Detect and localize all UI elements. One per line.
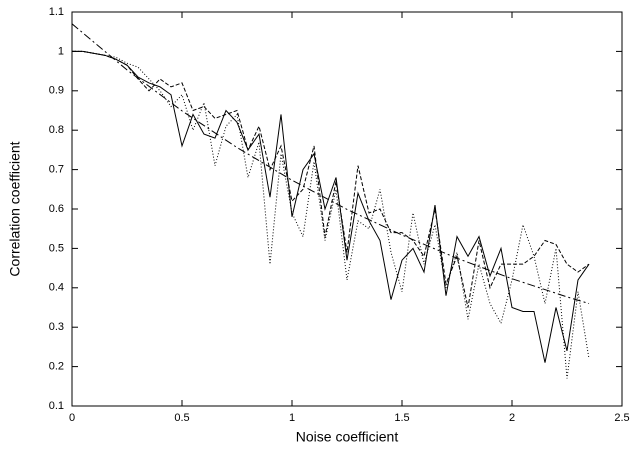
series-line bbox=[71, 23, 590, 305]
y-tick-label: 0.5 bbox=[49, 242, 64, 254]
x-tick-label: 2 bbox=[509, 412, 515, 424]
y-axis-label: Correlation coefficient bbox=[7, 141, 23, 276]
y-tick-label: 1 bbox=[58, 45, 64, 57]
y-tick-label: 0.6 bbox=[49, 203, 64, 215]
y-tick-label: 0.3 bbox=[49, 321, 64, 333]
y-tick-label: 0.2 bbox=[49, 361, 64, 373]
x-tick-label: 1.5 bbox=[394, 412, 409, 424]
y-tick-label: 1.1 bbox=[49, 6, 64, 18]
y-tick-label: 0.8 bbox=[49, 124, 64, 136]
x-tick-label: 0.5 bbox=[174, 412, 189, 424]
x-axis-label: Noise coefficient bbox=[296, 429, 399, 445]
x-tick-label: 2.5 bbox=[614, 412, 629, 424]
y-tick-label: 0.9 bbox=[49, 85, 64, 97]
y-tick-label: 0.7 bbox=[49, 164, 64, 176]
series-line bbox=[72, 50, 590, 379]
y-tick-label: 0.1 bbox=[49, 400, 64, 412]
series-line bbox=[72, 50, 590, 363]
x-tick-label: 0 bbox=[69, 412, 75, 424]
series-line bbox=[72, 50, 590, 308]
x-tick-label: 1 bbox=[289, 412, 295, 424]
y-tick-label: 0.4 bbox=[49, 282, 64, 294]
